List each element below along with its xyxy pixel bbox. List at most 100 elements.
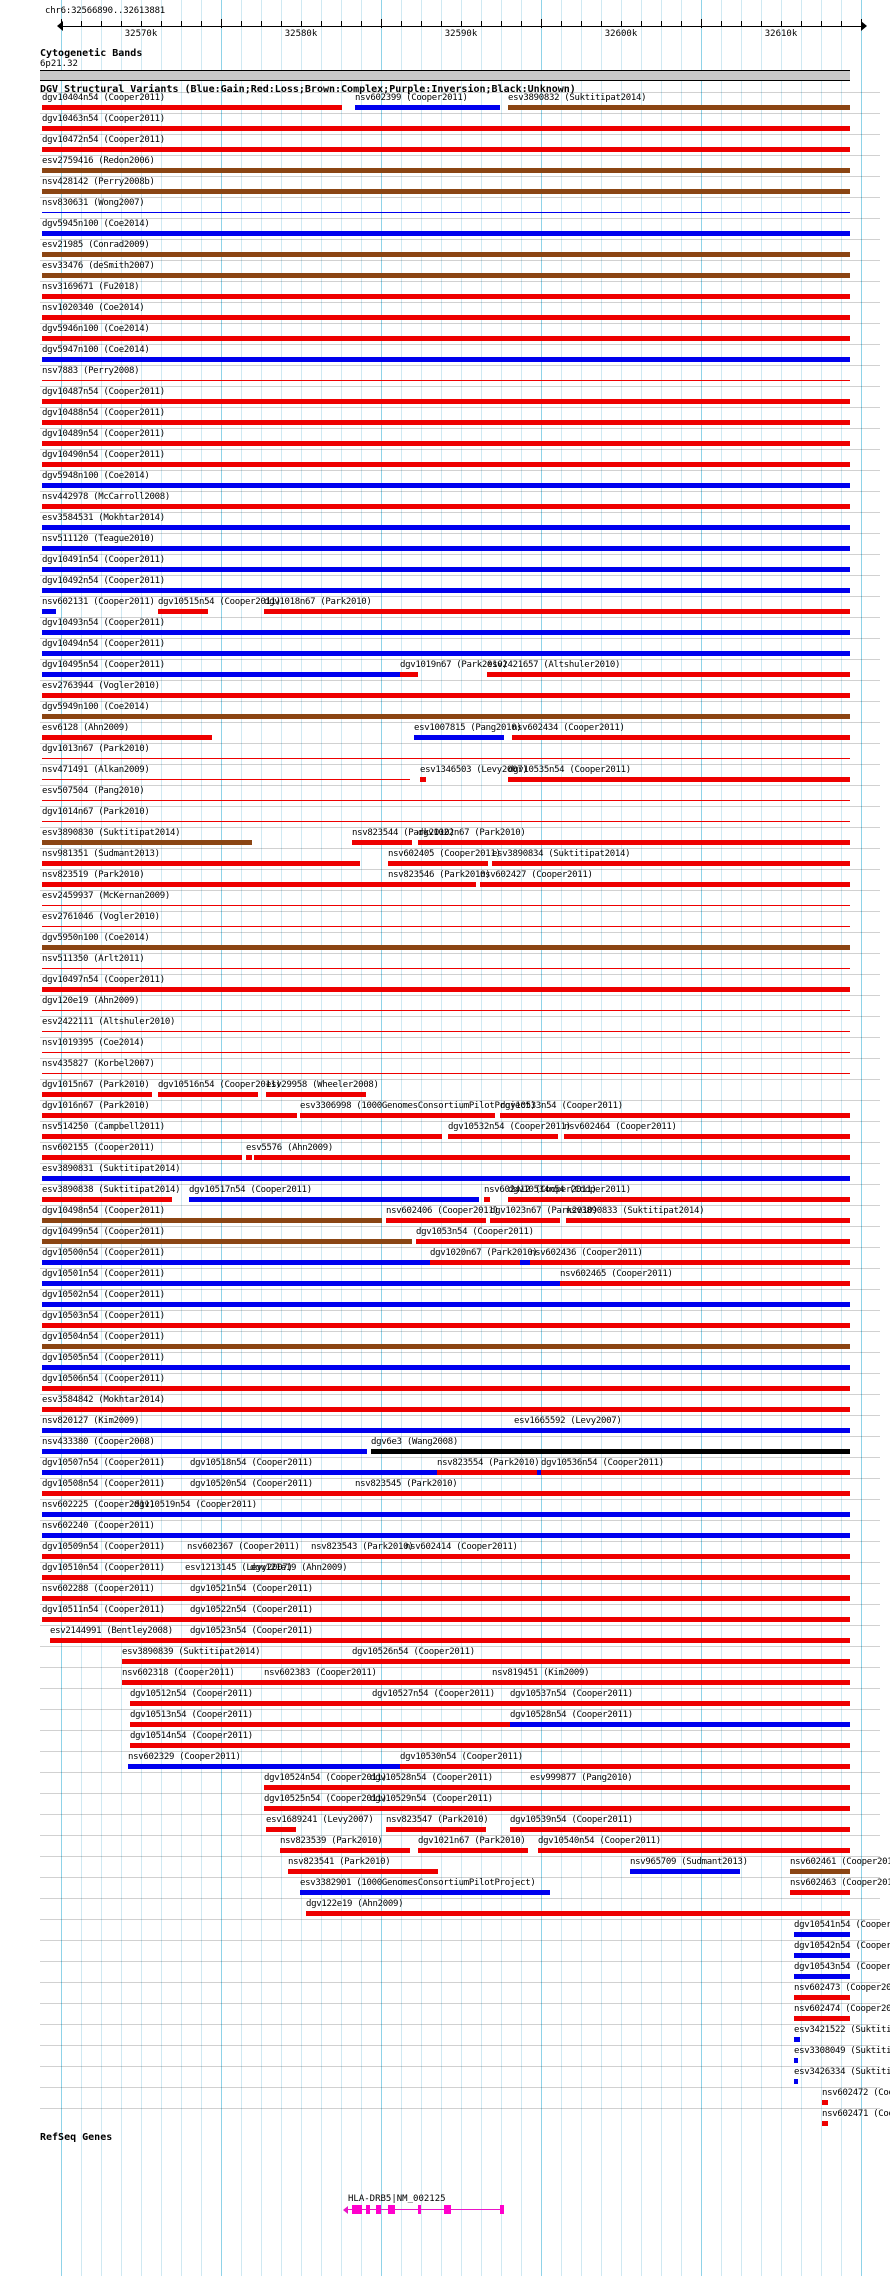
variant-bar[interactable] [42,336,850,341]
variant-bar[interactable] [42,168,850,173]
variant-label[interactable]: dgv1021n67 (Park2010) [418,1836,526,1846]
variant-label[interactable]: dgv10514n54 (Cooper2011) [130,1731,253,1741]
variant-label[interactable]: dgv10512n54 (Cooper2011) [130,1689,253,1699]
variant-label[interactable]: dgv5947n100 (Coe2014) [42,345,150,355]
variant-label[interactable]: dgv10517n54 (Cooper2011) [189,1185,312,1195]
variant-bar[interactable] [306,1911,850,1916]
variant-bar[interactable] [42,693,850,698]
variant-label[interactable]: dgv10543n54 (Cooper2011) [794,1962,890,1972]
variant-bar[interactable] [190,1491,340,1496]
variant-bar[interactable] [794,1932,850,1937]
variant-label[interactable]: nsv602405 (Cooper2011) [388,849,501,859]
variant-label[interactable]: dgv10501n54 (Cooper2011) [42,1269,165,1279]
variant-label[interactable]: dgv10533n54 (Cooper2011) [500,1101,623,1111]
variant-bar[interactable] [794,1953,850,1958]
variant-bar[interactable] [42,800,850,801]
variant-bar[interactable] [352,1659,850,1664]
variant-label[interactable]: dgv1015n67 (Park2010) [42,1080,150,1090]
variant-bar[interactable] [42,483,850,488]
variant-bar[interactable] [42,1428,850,1433]
variant-bar[interactable] [42,1323,850,1328]
variant-bar[interactable] [566,1218,850,1223]
variant-label[interactable]: dgv10509n54 (Cooper2011) [42,1542,165,1552]
variant-label[interactable]: esv33476 (deSmith2007) [42,261,155,271]
variant-label[interactable]: dgv10487n54 (Cooper2011) [42,387,165,397]
variant-label[interactable]: esv6128 (Ahn2009) [42,723,130,733]
variant-bar[interactable] [42,441,850,446]
variant-bar[interactable] [42,1512,850,1517]
variant-bar[interactable] [42,1281,850,1286]
variant-bar[interactable] [42,105,342,110]
variant-bar[interactable] [42,380,850,381]
variant-label[interactable]: dgv10508n54 (Cooper2011) [42,1479,165,1489]
variant-label[interactable]: nsv820127 (Kim2009) [42,1416,140,1426]
variant-bar[interactable] [480,882,850,887]
variant-bar[interactable] [42,126,850,131]
variant-label[interactable]: esv3890838 (Suktitipat2014) [42,1185,181,1195]
variant-label[interactable]: dgv10534n54 (Cooper2011) [508,1185,631,1195]
variant-bar[interactable] [280,1848,410,1853]
variant-label[interactable]: dgv10494n54 (Cooper2011) [42,639,165,649]
variant-label[interactable]: nsv1019395 (Coe2014) [42,1038,145,1048]
variant-label[interactable]: esv3890832 (Suktitipat2014) [508,93,647,103]
variant-label[interactable]: nsv428142 (Perry2008b) [42,177,155,187]
variant-label[interactable]: nsv602383 (Cooper2011) [264,1668,377,1678]
variant-label[interactable]: nsv471491 (Alkan2009) [42,765,150,775]
variant-label[interactable]: dgv5946n100 (Coe2014) [42,324,150,334]
variant-bar[interactable] [487,672,850,677]
variant-label[interactable]: esv3584842 (Mokhtar2014) [42,1395,165,1405]
variant-bar[interactable] [42,273,850,278]
variant-bar[interactable] [822,2121,828,2126]
variant-bar[interactable] [355,105,500,110]
variant-bar[interactable] [355,1491,850,1496]
variant-bar[interactable] [189,1197,479,1202]
variant-label[interactable]: nsv1020340 (Coe2014) [42,303,145,313]
variant-label[interactable]: esv999877 (Pang2010) [530,1773,633,1783]
variant-bar[interactable] [42,905,850,906]
variant-bar[interactable] [42,609,56,614]
variant-bar[interactable] [42,651,850,656]
variant-bar[interactable] [388,882,476,887]
variant-label[interactable]: esv3890830 (Suktitipat2014) [42,828,181,838]
variant-bar[interactable] [790,1890,850,1895]
variant-bar[interactable] [42,357,850,362]
variant-label[interactable]: dgv10500n54 (Cooper2011) [42,1248,165,1258]
variant-label[interactable]: nsv514250 (Campbell2011) [42,1122,165,1132]
variant-bar[interactable] [794,1995,850,2000]
variant-label[interactable]: dgv10525n54 (Cooper2011) [264,1794,387,1804]
variant-label[interactable]: esv1346503 (Levy2007) [420,765,528,775]
variant-bar[interactable] [541,1470,850,1475]
variant-label[interactable]: dgv5945n100 (Coe2014) [42,219,150,229]
variant-bar[interactable] [388,861,488,866]
variant-label[interactable]: dgv10472n54 (Cooper2011) [42,135,165,145]
variant-bar[interactable] [538,1848,850,1853]
variant-bar[interactable] [794,1974,850,1979]
variant-label[interactable]: dgv10541n54 (Cooper2011) [794,1920,890,1930]
variant-label[interactable]: dgv1016n67 (Park2010) [42,1101,150,1111]
variant-bar[interactable] [508,1197,850,1202]
variant-label[interactable]: nsv511350 (Arlt2011) [42,954,145,964]
variant-label[interactable]: dgv10528n54 (Cooper2011) [510,1710,633,1720]
variant-label[interactable]: nsv819451 (Kim2009) [492,1668,590,1678]
variant-bar[interactable] [134,1512,404,1517]
variant-label[interactable]: dgv1022n67 (Park2010) [418,828,526,838]
variant-label[interactable]: nsv965709 (Sudmant2013) [630,1857,748,1867]
variant-label[interactable]: dgv10505n54 (Cooper2011) [42,1353,165,1363]
variant-bar[interactable] [822,2100,828,2105]
variant-bar[interactable] [42,1302,850,1307]
variant-bar[interactable] [42,714,850,719]
variant-label[interactable]: nsv602412 (Cooper2011) [484,1185,597,1195]
variant-label[interactable]: nsv823545 (Park2010) [355,1479,458,1489]
variant-bar[interactable] [512,735,850,740]
variant-label[interactable]: esv3306998 (1000GenomesConsortiumPilotPr… [300,1101,536,1111]
variant-bar[interactable] [42,1052,850,1053]
variant-bar[interactable] [42,1218,382,1223]
gene-label[interactable]: HLA-DRB5|NM_002125 [348,2194,446,2204]
variant-label[interactable]: nsv3890833 (Suktitipat2014) [566,1206,705,1216]
variant-bar[interactable] [400,1764,850,1769]
variant-label[interactable]: dgv10502n54 (Cooper2011) [42,1290,165,1300]
variant-bar[interactable] [42,735,212,740]
variant-bar[interactable] [530,1785,850,1790]
variant-bar[interactable] [794,2058,798,2063]
variant-label[interactable]: dgv1023n67 (Park2010) [490,1206,598,1216]
